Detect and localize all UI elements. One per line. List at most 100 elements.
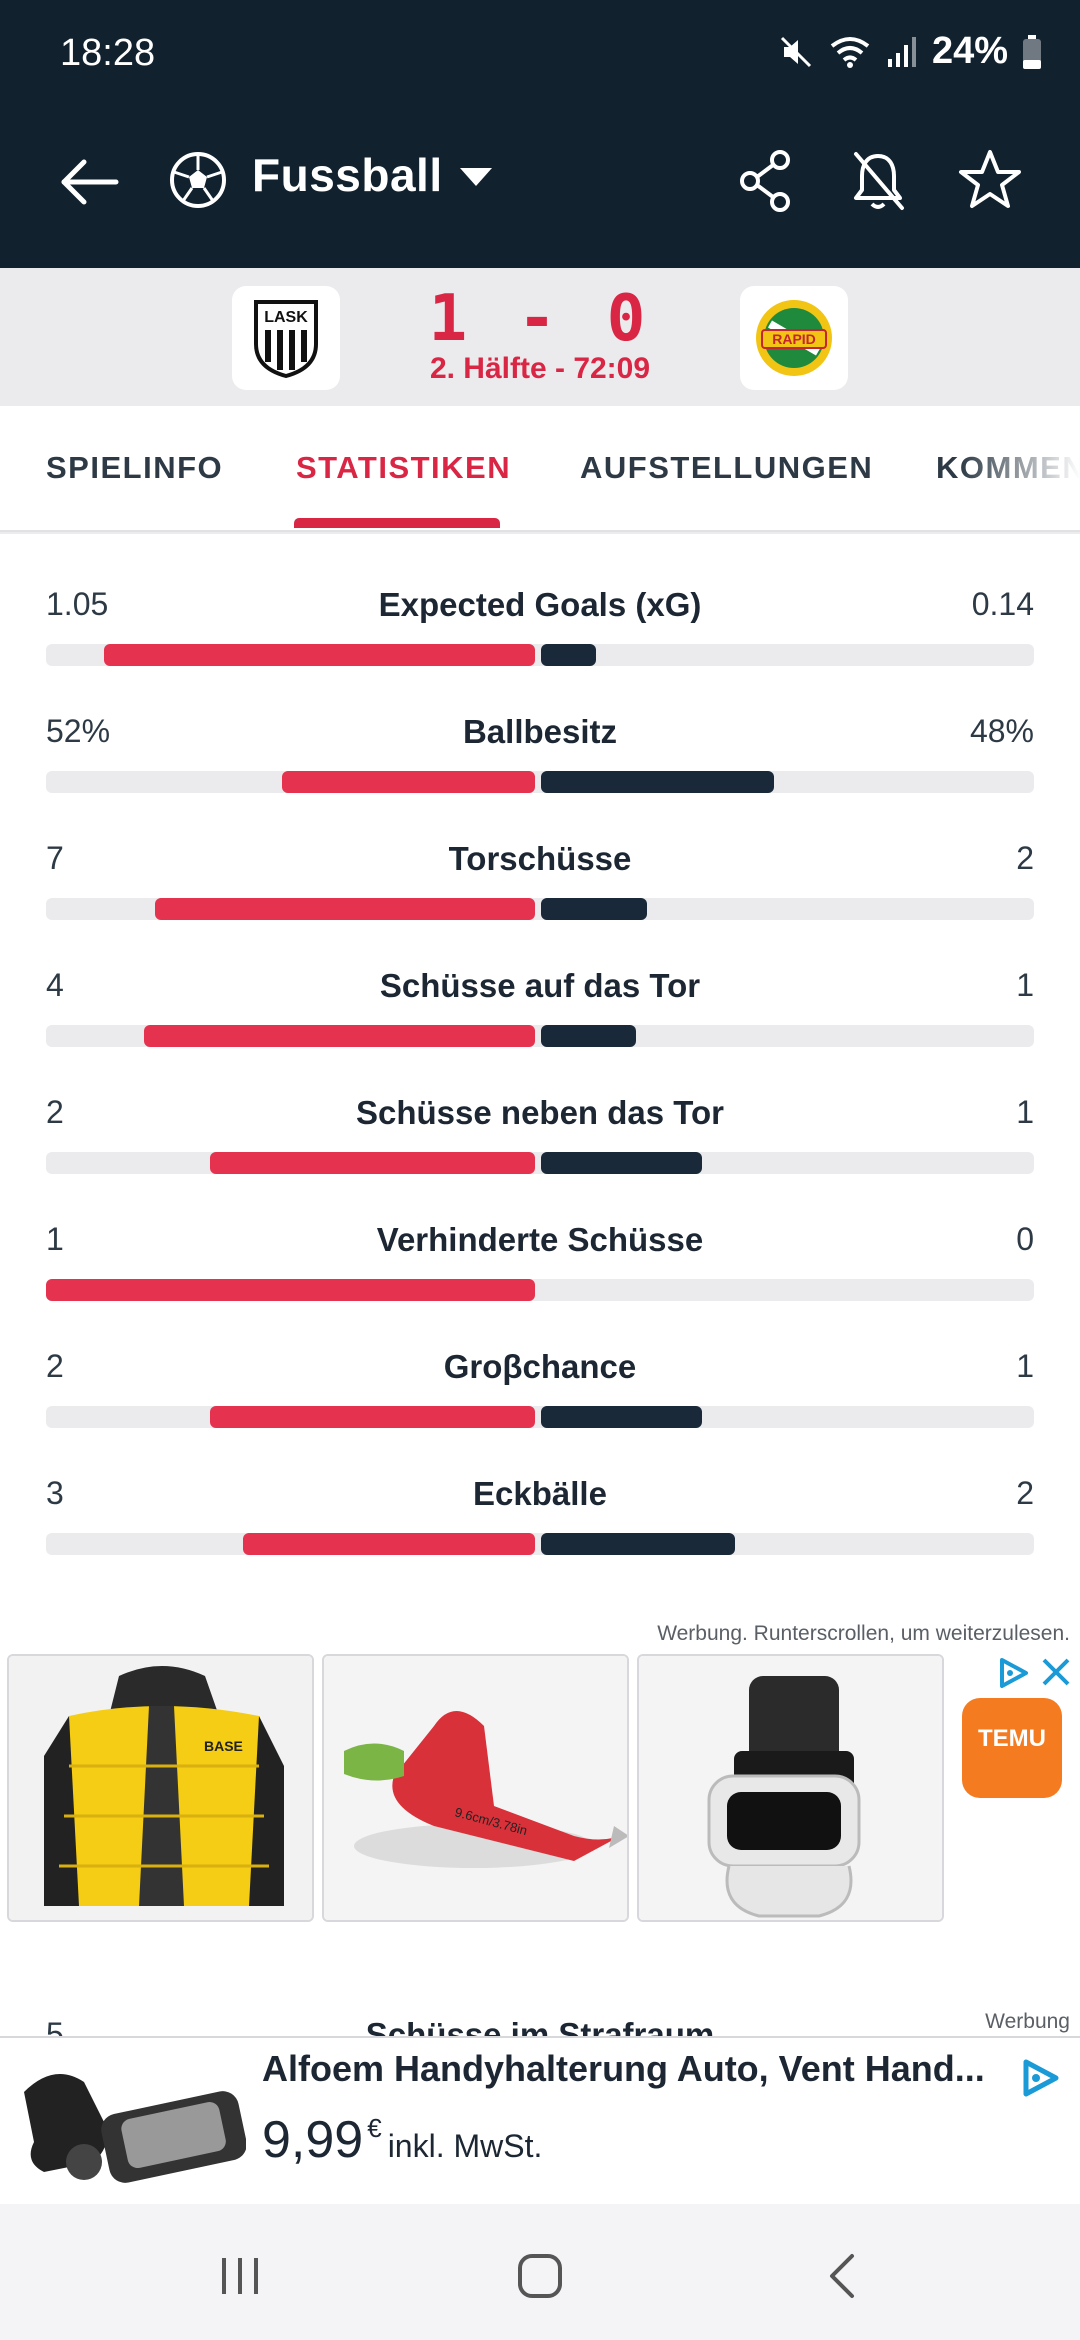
temu-logo[interactable]: TEMU bbox=[962, 1698, 1062, 1798]
stat-bar-away bbox=[541, 1533, 735, 1555]
stat-home-value: 3 bbox=[46, 1475, 64, 1511]
match-score: 1 - 0 bbox=[428, 282, 652, 356]
app-bar: Fussball bbox=[0, 130, 1080, 230]
stat-row: 52% Ballbesitz 48% bbox=[0, 661, 1080, 793]
banner-title[interactable]: Alfoem Handyhalterung Auto, Vent Hand... bbox=[262, 2048, 985, 2089]
stat-bar-track bbox=[46, 1533, 1034, 1555]
stat-row: 2 Groβchance 1 bbox=[0, 1296, 1080, 1428]
smartwatch-image bbox=[639, 1656, 942, 1920]
stat-away-value: 48% bbox=[969, 713, 1034, 749]
active-tab-indicator bbox=[294, 518, 500, 528]
app-header: 18:28 24% bbox=[0, 0, 1080, 268]
stat-away-value: 1 bbox=[1016, 967, 1034, 1003]
stat-bar-home bbox=[104, 644, 535, 666]
stat-bar-home bbox=[243, 1533, 535, 1555]
star-icon[interactable] bbox=[958, 148, 1022, 212]
away-team-logo[interactable]: RAPID bbox=[740, 286, 848, 390]
mute-icon bbox=[780, 36, 811, 67]
stat-label: Torschüsse bbox=[448, 840, 632, 877]
ad-choices-icon[interactable] bbox=[1018, 2058, 1062, 2098]
huller-image: 9.6cm/3.78in bbox=[324, 1656, 627, 1920]
stat-home-value: 52% bbox=[46, 713, 111, 749]
stat-label: Eckbälle bbox=[473, 1475, 607, 1512]
stat-label: Schüsse neben das Tor bbox=[356, 1094, 724, 1131]
stat-bar-home bbox=[210, 1406, 535, 1428]
share-icon[interactable] bbox=[736, 148, 796, 214]
bell-off-icon[interactable] bbox=[848, 148, 908, 214]
stat-row: 7 Torschüsse 2 bbox=[0, 788, 1080, 920]
stat-bar-away bbox=[541, 898, 647, 920]
stat-away-value: 2 bbox=[1016, 1475, 1034, 1511]
status-icons: 24% bbox=[778, 30, 1042, 73]
ad-choices-icon[interactable] bbox=[996, 1656, 1032, 1690]
stat-bar-home bbox=[46, 1279, 535, 1301]
stat-away-value: 1 bbox=[1016, 1094, 1034, 1130]
stat-bar-home bbox=[210, 1152, 535, 1174]
nav-back-icon[interactable] bbox=[814, 2246, 874, 2306]
partial-stat-home: 5 bbox=[46, 2016, 64, 2036]
rapid-crest-icon: RAPID bbox=[756, 300, 832, 376]
lask-crest-text: LASK bbox=[264, 309, 308, 326]
partial-stat-row: 5 Schüsse im Strafraum bbox=[0, 1990, 1080, 2036]
partial-stat-label: Schüsse im Strafraum bbox=[365, 2016, 715, 2036]
tab-bar: SPIELINFO STATISTIKEN AUFSTELLUNGEN KOMM… bbox=[0, 406, 1080, 532]
ad-notice: Werbung. Runterscrollen, um weiterzulese… bbox=[657, 1622, 1070, 1645]
stat-label: Groβchance bbox=[443, 1348, 637, 1385]
battery-percent: 24% bbox=[931, 30, 1008, 72]
temu-logo-text: TEMU bbox=[978, 1725, 1046, 1752]
rapid-crest-text: RAPID bbox=[772, 331, 816, 347]
stat-away-value: 1 bbox=[1016, 1348, 1034, 1384]
tab-statistiken[interactable]: STATISTIKEN bbox=[296, 450, 512, 485]
stat-label: Ballbesitz bbox=[462, 713, 618, 750]
match-time: 2. Hälfte - 72:09 bbox=[429, 352, 651, 385]
stat-bar-home bbox=[155, 898, 535, 920]
battery-icon bbox=[1023, 34, 1041, 69]
stat-bar-away bbox=[541, 771, 774, 793]
stat-label: Schüsse auf das Tor bbox=[379, 967, 701, 1004]
home-team-logo[interactable]: LASK bbox=[232, 286, 340, 390]
ad-product-smartwatch[interactable] bbox=[637, 1654, 944, 1922]
recents-icon[interactable] bbox=[210, 2246, 270, 2306]
stat-away-value: 0.14 bbox=[971, 586, 1034, 622]
stat-home-value: 7 bbox=[46, 840, 64, 876]
ad-close-icon[interactable] bbox=[1040, 1656, 1072, 1688]
stat-label: Expected Goals (xG) bbox=[378, 586, 702, 623]
stat-row: 3 Eckbälle 2 bbox=[0, 1423, 1080, 1555]
status-time: 18:28 bbox=[60, 32, 156, 74]
back-arrow-icon[interactable] bbox=[58, 150, 122, 214]
caret-down-icon[interactable] bbox=[460, 168, 492, 188]
system-nav-bar bbox=[0, 2204, 1080, 2340]
banner-ad-notice: Werbung bbox=[985, 2010, 1070, 2034]
home-icon[interactable] bbox=[510, 2246, 570, 2306]
stat-bar-away bbox=[541, 1406, 702, 1428]
ad-product-strawberry-huller[interactable]: 9.6cm/3.78in bbox=[322, 1654, 629, 1922]
lask-crest-icon: LASK bbox=[254, 300, 318, 378]
banner-vat: inkl. MwSt. bbox=[387, 2128, 543, 2164]
tab-aufstellungen[interactable]: AUFSTELLUNGEN bbox=[580, 450, 874, 485]
stat-bar-home bbox=[144, 1025, 535, 1047]
jacket-label: BASE bbox=[204, 1738, 243, 1754]
stat-row: 1 Verhinderte Schüsse 0 bbox=[0, 1169, 1080, 1301]
sport-title[interactable]: Fussball bbox=[252, 149, 443, 201]
stat-away-value: 2 bbox=[1016, 840, 1034, 876]
soccer-ball-icon[interactable] bbox=[168, 150, 228, 210]
banner-currency: € bbox=[367, 2113, 382, 2143]
stat-home-value: 1.05 bbox=[46, 586, 109, 622]
banner-price-value: 9,99 bbox=[262, 2111, 364, 2169]
banner-ad[interactable]: Alfoem Handyhalterung Auto, Vent Hand...… bbox=[0, 2036, 1080, 2204]
banner-price: 9,99 € inkl. MwSt. bbox=[262, 2110, 542, 2170]
stat-home-value: 2 bbox=[46, 1094, 64, 1130]
signal-icon bbox=[887, 36, 916, 67]
stat-away-value: 0 bbox=[1016, 1221, 1034, 1257]
stats-list: 1.05 Expected Goals (xG) 0.14 52% Ballbesitz… bbox=[0, 532, 1080, 1592]
match-header: LASK 1 - 0 2. Hälfte - 72:09 RAPID bbox=[0, 268, 1080, 406]
jacket-image: BASE bbox=[9, 1656, 312, 1920]
wifi-icon bbox=[830, 36, 870, 68]
ad-product-jacket[interactable]: BASE bbox=[7, 1654, 314, 1922]
phone-holder-image bbox=[24, 2074, 246, 2183]
stat-row: 4 Schüsse auf das Tor 1 bbox=[0, 915, 1080, 1047]
stat-bar-home bbox=[282, 771, 535, 793]
tab-spielinfo[interactable]: SPIELINFO bbox=[46, 450, 224, 485]
stat-row: 2 Schüsse neben das Tor 1 bbox=[0, 1042, 1080, 1174]
status-bar: 18:28 24% bbox=[0, 0, 1080, 110]
